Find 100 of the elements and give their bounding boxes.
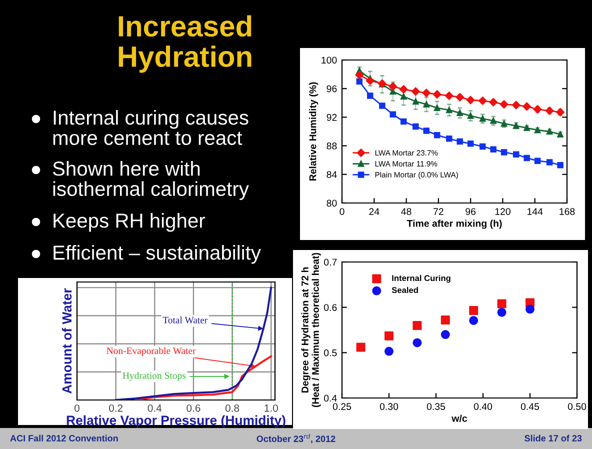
y-axis-title: Degree of Hydration at 72 h (Heat / Maximum theoretical heat) [301, 252, 321, 408]
point [489, 98, 498, 106]
x-tick-label: 96 [466, 208, 476, 215]
x-tick-label: 0.2 [108, 404, 123, 412]
point [534, 126, 541, 134]
point [524, 124, 530, 132]
point [400, 93, 407, 100]
y-tick-label: 88 [326, 142, 337, 150]
y-tick-label: 96 [326, 85, 337, 92]
y-tick-label: 0.4 [324, 394, 337, 402]
point [512, 100, 520, 110]
point [379, 102, 386, 109]
x-tick-label: 168 [560, 208, 575, 215]
point [534, 158, 541, 164]
legend-label: Internal Curing [392, 274, 450, 283]
x-tick-label: 24 [369, 208, 380, 215]
point [367, 92, 374, 99]
x-tick-label: 0.45 [520, 403, 540, 410]
y-tick-label: 0.5 [324, 349, 337, 356]
x-tick-label: 0 [74, 404, 80, 412]
x-tick-label: 48 [401, 208, 412, 215]
point [445, 92, 454, 100]
point [412, 338, 422, 348]
y-tick-label: 84 [326, 171, 337, 178]
x-tick-label: 0.4 [148, 404, 162, 412]
text: Efficient – sustainability [54, 245, 261, 264]
y-tick-label: 0.6 [324, 304, 337, 311]
point [384, 346, 394, 356]
point [412, 98, 419, 105]
point [497, 308, 506, 317]
point [446, 106, 452, 114]
point [497, 299, 506, 308]
text: Slide 17 of 23 [524, 434, 582, 442]
point [456, 110, 463, 116]
point [423, 128, 430, 134]
point [434, 132, 440, 138]
point [432, 90, 442, 98]
y-axis-title: Relative Humidity (%) [309, 82, 318, 181]
text: Non-Evaporable Water [106, 347, 196, 356]
x-tick-label: 120 [495, 208, 510, 215]
point [456, 93, 464, 102]
point [557, 162, 564, 168]
text: Internal curing causes more cement to react [53, 110, 248, 146]
point [469, 306, 478, 316]
point [467, 140, 474, 147]
x-tick-label: 0 [340, 208, 344, 215]
point [412, 123, 419, 130]
point [412, 320, 422, 330]
x-tick-label: 1.0 [264, 404, 278, 412]
x-tick-label: 0.6 [186, 404, 200, 412]
point [355, 70, 364, 80]
x-axis-title: w/c [452, 414, 468, 422]
x-tick-label: 0.35 [426, 403, 446, 410]
x-tick-label: 0.40 [474, 403, 492, 410]
point [356, 342, 366, 352]
point [526, 304, 534, 314]
y-tick-label: 100 [322, 56, 337, 64]
ref-line-label: Hydration Stops [122, 372, 186, 381]
text: Shown here with isothermal calorimetry [52, 161, 249, 200]
point [400, 118, 407, 125]
point [478, 96, 487, 105]
point [446, 136, 452, 142]
point [384, 331, 394, 340]
text: Increased Hydration [118, 15, 252, 73]
point [480, 143, 486, 150]
point [412, 87, 420, 96]
y-tick-label: 0.7 [324, 258, 337, 266]
point [434, 104, 440, 112]
point [546, 159, 553, 166]
point [524, 154, 530, 162]
point [500, 100, 508, 108]
point [440, 316, 450, 325]
point [546, 128, 553, 135]
point [490, 146, 496, 152]
point [469, 316, 478, 325]
point [467, 112, 474, 119]
x-tick-label: 144 [527, 208, 543, 215]
x-axis-title: Time after mixing (h) [406, 220, 502, 229]
point [390, 111, 396, 118]
point [456, 138, 463, 145]
point [422, 88, 431, 98]
x-tick-label: 0.25 [332, 403, 352, 410]
point [522, 102, 531, 111]
text: Total Water [162, 316, 208, 324]
point [512, 151, 520, 158]
text: Keeps RH higher [54, 213, 206, 232]
text: ACI Fall 2012 Convention [10, 434, 118, 442]
point [440, 330, 450, 340]
point [500, 149, 508, 156]
x-tick-label: 0.50 [568, 403, 586, 410]
point [423, 101, 430, 108]
point [466, 96, 475, 104]
x-tick-label: 72 [434, 208, 444, 215]
point [399, 85, 408, 94]
y-tick-label: 92 [326, 114, 337, 121]
text: October 23$^{rd}$, 2012 [256, 434, 336, 444]
x-tick-label: 0.30 [380, 403, 398, 410]
y-tick-label: 80 [326, 200, 337, 207]
x-axis-title: Relative Vapor Pressure (Humidity) [66, 415, 286, 428]
y-axis-title: Amount of Water [62, 288, 72, 394]
